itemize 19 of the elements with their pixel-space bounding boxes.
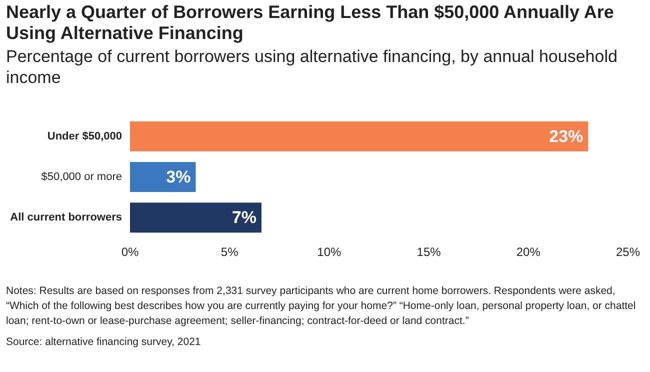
text: Notes: Results are based on responses from 2,331 survey participants who are current home borrowers. Respondents were asked, “Which of the following best describes how you are currently paying for your home?” “Home-only loan, personal property loan, or chattel loan; rent-to-own or lease-purchase agreement; seller-financing; contract-for-deed or land contract.”: [6, 284, 637, 329]
chart-title: Nearly a Quarter of Borrowers Earning Less Than $50,000 Annually Are Using Alternative Financing: [6, 2, 615, 44]
data-label: 3%: [166, 168, 191, 186]
y-tick-label: $50,000 or more: [41, 171, 122, 183]
y-tick-label: All current borrowers: [10, 212, 122, 224]
x-tick-label: 0%: [121, 245, 139, 259]
data-label: 23%: [549, 126, 584, 146]
x-tick-label: 10%: [317, 245, 342, 259]
x-tick-label: 25%: [616, 245, 640, 259]
x-tick-label: 20%: [516, 245, 541, 259]
chart-subtitle: Percentage of current borrowers using alternative financing, by annual household income: [6, 46, 618, 88]
data-label: 7%: [232, 208, 256, 228]
y-tick-label: Under $50,000: [47, 130, 122, 142]
bar: [130, 162, 196, 192]
x-tick-label: 15%: [416, 245, 442, 259]
x-tick-label: 5%: [220, 245, 239, 259]
source-note: Source: alternative financing survey, 2021: [6, 335, 202, 350]
bar: [130, 202, 262, 233]
bar: [130, 121, 588, 152]
